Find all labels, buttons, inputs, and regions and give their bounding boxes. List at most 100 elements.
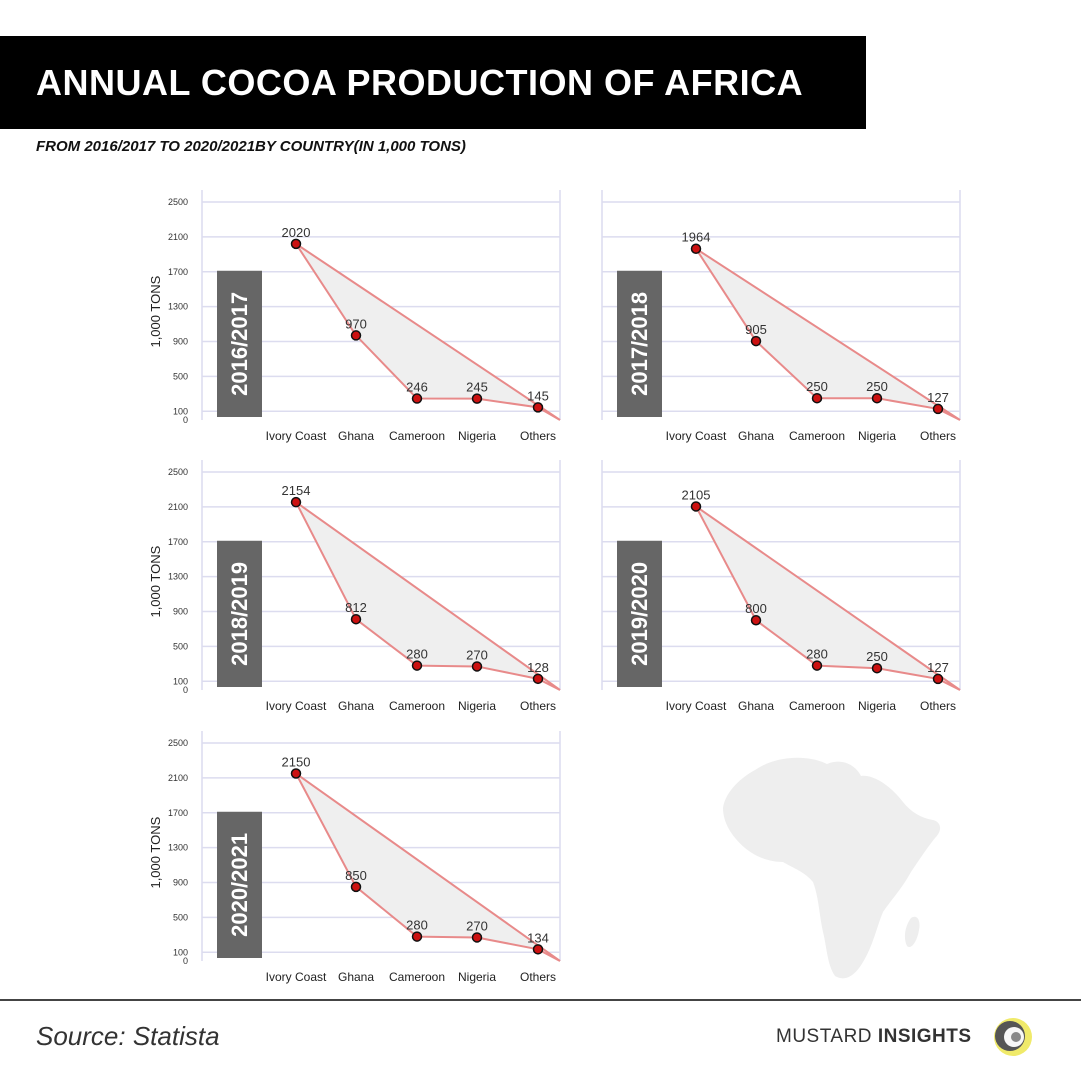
year-label-box bbox=[617, 540, 662, 687]
y-tick-label: 500 bbox=[173, 641, 188, 651]
x-tick-label: Nigeria bbox=[858, 699, 896, 713]
y-tick-label: 2100 bbox=[168, 773, 188, 783]
data-point bbox=[811, 392, 823, 404]
x-tick-label: Others bbox=[520, 429, 556, 443]
year-label: 2017/2018 bbox=[627, 292, 652, 396]
y-tick-label: 500 bbox=[173, 912, 188, 922]
data-label: 250 bbox=[866, 649, 888, 664]
x-tick-label: Ghana bbox=[738, 699, 774, 713]
chart-panel-2017-2018: 2017/2018 1964 905 250 250 127 Ivory Coast Ghan… bbox=[540, 190, 961, 465]
x-tick-label: Nigeria bbox=[458, 429, 496, 443]
x-tick-label: Cameroon bbox=[389, 699, 445, 713]
y-tick-label: 100 bbox=[173, 406, 188, 416]
y-tick-label: 1700 bbox=[168, 537, 188, 547]
y-tick-label: 500 bbox=[173, 371, 188, 381]
data-label: 280 bbox=[406, 647, 428, 662]
x-tick-label: Others bbox=[920, 429, 956, 443]
y-tick-label: 2500 bbox=[168, 467, 188, 477]
y-tick-label: 2500 bbox=[168, 738, 188, 748]
x-tick-label: Others bbox=[520, 970, 556, 984]
data-point bbox=[871, 392, 883, 404]
data-point bbox=[750, 614, 762, 626]
data-point bbox=[532, 944, 544, 955]
y-tick-label: 0 bbox=[183, 415, 188, 425]
year-label-box bbox=[217, 811, 262, 958]
data-point bbox=[690, 501, 702, 512]
data-point bbox=[471, 661, 483, 672]
y-tick-label: 100 bbox=[173, 947, 188, 957]
data-point bbox=[411, 393, 423, 404]
x-tick-label: Cameroon bbox=[789, 699, 845, 713]
y-tick-label: 900 bbox=[173, 337, 188, 347]
year-label-box bbox=[217, 540, 262, 687]
x-tick-label: Ivory Coast bbox=[266, 429, 327, 443]
x-tick-label: Ghana bbox=[338, 970, 374, 984]
year-label: 2019/2020 bbox=[627, 562, 652, 666]
data-label: 800 bbox=[745, 601, 767, 616]
chart-panel-2016-2017: 0 100 500 900 1300 1700 2100 2500 1,000 TONS 2016… bbox=[140, 190, 561, 465]
y-tick-label: 1700 bbox=[168, 808, 188, 818]
data-label: 905 bbox=[745, 322, 767, 337]
chart-svg: 2019/2020 2105 800 280 250 127 Ivory Coast Ghan… bbox=[601, 460, 961, 713]
data-point bbox=[290, 238, 302, 250]
x-tick-label: Ivory Coast bbox=[266, 970, 327, 984]
africa-map-icon bbox=[723, 757, 941, 979]
year-label: 2018/2019 bbox=[227, 562, 252, 666]
data-label: 245 bbox=[466, 380, 488, 395]
y-tick-label: 0 bbox=[183, 956, 188, 966]
page-subtitle: FROM 2016/2017 TO 2020/2021BY COUNTRY(IN… bbox=[36, 138, 466, 155]
y-tick-label: 1700 bbox=[168, 267, 188, 277]
data-label: 2150 bbox=[282, 755, 311, 770]
data-point bbox=[811, 660, 823, 671]
data-label: 2020 bbox=[282, 225, 311, 240]
data-point bbox=[532, 673, 544, 685]
brand-logo-icon bbox=[994, 1018, 1032, 1056]
x-tick-label: Cameroon bbox=[789, 429, 845, 443]
y-tick-label: 2100 bbox=[168, 232, 188, 242]
data-label: 270 bbox=[466, 647, 488, 662]
x-tick-label: Ivory Coast bbox=[666, 429, 727, 443]
y-axis-label: 1,000 TONS bbox=[148, 816, 163, 888]
brand-name: MUSTARD INSIGHTS bbox=[776, 1026, 972, 1048]
data-label: 145 bbox=[527, 388, 549, 403]
brand-name-regular: MUSTARD bbox=[776, 1026, 878, 1047]
chart-panel-2020-2021: 0 100 500 900 1300 1700 2100 2500 1,000 TONS 2020… bbox=[140, 731, 561, 1006]
x-tick-label: Cameroon bbox=[389, 970, 445, 984]
data-point bbox=[290, 768, 302, 779]
y-tick-label: 1300 bbox=[168, 572, 188, 582]
data-label: 2105 bbox=[682, 487, 711, 502]
x-tick-label: Others bbox=[920, 699, 956, 713]
data-point bbox=[471, 932, 483, 943]
data-label: 850 bbox=[345, 868, 367, 883]
y-axis-label: 1,000 TONS bbox=[148, 545, 163, 617]
year-label-box bbox=[617, 270, 662, 417]
x-tick-label: Nigeria bbox=[458, 970, 496, 984]
footer-divider bbox=[0, 999, 1081, 1001]
data-label: 127 bbox=[927, 390, 949, 405]
data-label: 2154 bbox=[282, 483, 311, 498]
data-point bbox=[690, 243, 702, 254]
y-tick-label: 1300 bbox=[168, 843, 188, 853]
data-label: 128 bbox=[527, 660, 549, 675]
data-point bbox=[350, 613, 362, 625]
x-tick-label: Ghana bbox=[338, 429, 374, 443]
data-label: 1964 bbox=[682, 230, 711, 245]
year-label: 2020/2021 bbox=[227, 833, 252, 937]
x-tick-label: Ivory Coast bbox=[666, 699, 727, 713]
data-point bbox=[411, 660, 423, 671]
data-label: 127 bbox=[927, 660, 949, 675]
data-label: 970 bbox=[345, 316, 367, 331]
source-note: Source: Statista bbox=[36, 1021, 220, 1051]
data-point bbox=[871, 662, 883, 674]
chart-svg: 2017/2018 1964 905 250 250 127 Ivory Coast Ghan… bbox=[601, 190, 961, 443]
x-tick-label: Ivory Coast bbox=[266, 699, 327, 713]
y-tick-label: 900 bbox=[173, 607, 188, 617]
data-point bbox=[350, 881, 362, 893]
brand-name-bold: INSIGHTS bbox=[877, 1026, 972, 1047]
title-bar: ANNUAL COCOA PRODUCTION OF AFRICA bbox=[0, 36, 866, 129]
data-label: 134 bbox=[527, 930, 549, 945]
y-axis-label: 1,000 TONS bbox=[148, 275, 163, 347]
